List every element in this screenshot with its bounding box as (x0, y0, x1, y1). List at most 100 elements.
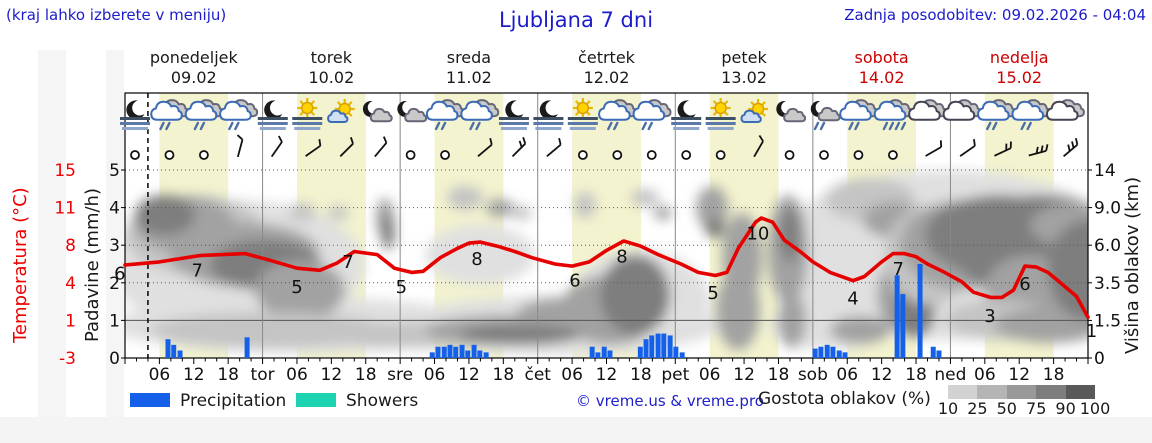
barb-tick (1040, 145, 1044, 153)
weather-icon-moon-fog (498, 100, 529, 130)
barb-shaft (994, 147, 1012, 157)
wind-barb (339, 137, 354, 158)
weather-icon-moon-cloud (362, 101, 393, 123)
cloud-tick: 3.5 (1094, 274, 1121, 294)
temp-value-label: 7 (893, 259, 904, 280)
cloud-field (125, 170, 1088, 355)
showers-label: Showers (346, 391, 419, 411)
rain-mark (986, 121, 992, 131)
weather-icon-sun-fog (292, 98, 323, 130)
weather-icon-moon-fog (257, 100, 288, 130)
precip-bar (679, 352, 685, 358)
temp-value-label: 5 (291, 277, 302, 298)
day-abbr-label: pet (661, 365, 689, 385)
time-label: 18 (768, 365, 790, 385)
day-date: 15.02 (996, 68, 1043, 87)
barb-shaft (339, 143, 354, 158)
temp-value-label: 7 (191, 260, 202, 281)
day-name: sreda (446, 48, 492, 67)
sun-ray (348, 112, 353, 117)
precip-bar (483, 352, 489, 358)
precip-bar (607, 350, 613, 358)
density-segment (977, 385, 1007, 399)
time-label: 06 (561, 365, 583, 385)
precip-bar (894, 275, 900, 358)
precipitation-bars (165, 264, 942, 358)
wind-calm-circle (198, 150, 209, 160)
cloud-shape (460, 100, 493, 121)
barb-tick (758, 135, 764, 142)
fog-bar (705, 117, 736, 120)
fog-bar (567, 117, 598, 120)
day-header-ponedeljek: ponedeljek 09.02 (125, 48, 263, 88)
rain-mark (613, 121, 619, 131)
barb-tick (318, 139, 322, 146)
temp-value-label: 5 (396, 277, 407, 298)
sun-disc (714, 101, 727, 115)
sun-disc (576, 101, 590, 115)
fog-bar (535, 127, 562, 130)
temp-value-label: 8 (471, 249, 482, 270)
day-header-sreda: sreda 11.02 (400, 48, 538, 88)
cloud-shape (1011, 100, 1045, 121)
fog-bar (707, 127, 734, 130)
moon-shape (539, 100, 558, 120)
cloud-blob (995, 307, 1088, 343)
time-label: 12 (733, 365, 755, 385)
precip-bar (459, 344, 465, 358)
bottom-band (0, 417, 1152, 443)
fog-bar (673, 127, 700, 130)
barb-tick (973, 139, 976, 146)
precip-tick: 2 (109, 274, 120, 294)
temp-value-label: 3 (984, 306, 995, 327)
precip-bar (637, 346, 643, 358)
barb-shaft (305, 145, 321, 157)
wind-calm-circle (819, 150, 829, 160)
cloud-shape (1045, 100, 1079, 121)
precip-bar (667, 335, 673, 358)
barb-shaft (236, 139, 244, 158)
rain-mark (440, 121, 447, 131)
sun-ray (299, 100, 304, 105)
cloud-tick: 0 (1094, 349, 1105, 369)
temp-tick: 15 (54, 161, 76, 181)
sun-disc (301, 101, 314, 115)
weather-icon-rain-cloud (460, 99, 500, 131)
precip-bar (589, 346, 595, 358)
rain-mark (992, 121, 998, 131)
time-label: 12 (183, 365, 205, 385)
weather-icon-cloud (1045, 99, 1085, 121)
sun-ray (712, 111, 718, 116)
weather-icon-cloud (942, 99, 982, 121)
weather-icon-moon-fog (671, 100, 702, 130)
day-date: 09.02 (170, 68, 217, 87)
weather-icon-moon-cloud (776, 101, 807, 123)
precip-bar (477, 350, 483, 358)
day-abbr-label: ned (934, 365, 966, 385)
fog-bar (533, 122, 564, 125)
fog-bar (569, 127, 596, 130)
credit-link[interactable]: © vreme.us & vreme.pro (576, 392, 764, 410)
weather-icon-moon-fog (533, 100, 564, 130)
precip-bar (836, 350, 842, 358)
rain-mark (234, 121, 240, 131)
rain-mark (647, 121, 653, 131)
cloud-shape (327, 109, 349, 123)
cloud-shape (908, 100, 941, 121)
density-tick-label: 50 (996, 399, 1017, 418)
rain-mark (199, 121, 206, 131)
day-date: 12.02 (583, 68, 630, 87)
barb-tick (1005, 143, 1008, 151)
wind-calm-circle (646, 150, 657, 160)
precip-bar (900, 294, 906, 358)
rain-mark (475, 121, 481, 131)
sun-shape (748, 99, 769, 119)
sun-ray (299, 111, 304, 116)
sun-ray (348, 101, 353, 106)
day-date: 10.02 (308, 68, 355, 87)
temp-tick: 1 (65, 311, 76, 331)
sun-ray (586, 100, 591, 105)
day-abbr-label: sre (387, 365, 413, 385)
precip-bar (595, 352, 601, 358)
cloud-shape (817, 106, 841, 122)
